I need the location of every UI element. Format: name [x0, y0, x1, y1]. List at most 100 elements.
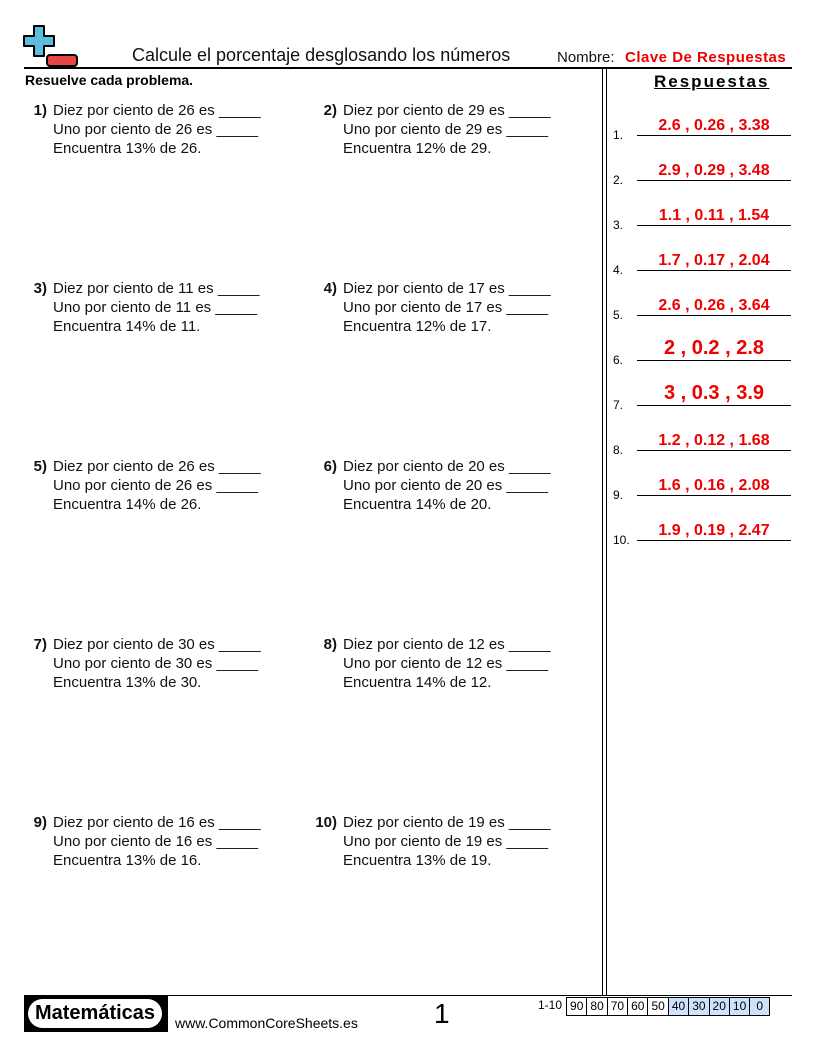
score-cell: 20 — [709, 997, 730, 1016]
answer-row: 2. 2.9 , 0.29 , 3.48 — [613, 162, 793, 187]
plus-minus-logo-icon — [23, 25, 78, 67]
problem-line: Encuentra 13% de 26. — [53, 140, 202, 157]
problem-number: 6) — [323, 458, 337, 475]
answer-row: 6. 2 , 0.2 , 2.8 — [613, 337, 793, 367]
problem-5: 5) Diez por ciento de 26 es _____ Uno po… — [34, 457, 261, 514]
problem-number: 5) — [33, 458, 47, 475]
column-divider — [606, 68, 607, 995]
problem-line: Encuentra 14% de 26. — [53, 496, 202, 513]
answer-row: 5. 2.6 , 0.26 , 3.64 — [613, 297, 793, 322]
answer-value: 1.9 , 0.19 , 2.47 — [637, 522, 791, 541]
problem-line: Encuentra 12% de 29. — [343, 140, 492, 157]
answer-number: 7. — [613, 398, 624, 412]
score-label: 1-10 — [538, 998, 563, 1012]
worksheet-title: Calcule el porcentaje desglosando los nú… — [132, 45, 511, 65]
problem-line: Encuentra 14% de 20. — [343, 496, 492, 513]
score-cell: 30 — [689, 997, 710, 1016]
brand-label: Matemáticas — [28, 999, 162, 1028]
problem-line: Diez por ciento de 26 es _____ — [53, 458, 261, 475]
problem-line: Encuentra 14% de 12. — [343, 674, 492, 691]
score-cell: 60 — [628, 997, 649, 1016]
problem-line: Encuentra 14% de 11. — [53, 318, 201, 335]
score-cell: 0 — [750, 997, 771, 1016]
problem-line: Uno por ciento de 17 es _____ — [343, 299, 549, 316]
problem-line: Diez por ciento de 19 es _____ — [343, 814, 551, 831]
answer-value: 1.2 , 0.12 , 1.68 — [637, 432, 791, 451]
answer-value: 1.7 , 0.17 , 2.04 — [637, 252, 791, 271]
problem-line: Uno por ciento de 12 es _____ — [343, 655, 549, 672]
problem-number: 7) — [33, 636, 47, 653]
problem-4: 4) Diez por ciento de 17 es _____ Uno po… — [324, 279, 551, 336]
problem-line: Uno por ciento de 16 es _____ — [53, 833, 259, 850]
score-table: 1-10 90 80 70 60 50 40 30 20 10 0 — [535, 997, 771, 1016]
answer-row: 7. 3 , 0.3 , 3.9 — [613, 382, 793, 412]
problem-line: Diez por ciento de 11 es _____ — [53, 280, 260, 297]
score-cell: 80 — [587, 997, 608, 1016]
column-divider — [602, 68, 603, 995]
score-cell: 40 — [668, 997, 690, 1016]
answer-number: 3. — [613, 218, 624, 232]
answer-row: 8. 1.2 , 0.12 , 1.68 — [613, 432, 793, 457]
problem-line: Uno por ciento de 19 es _____ — [343, 833, 549, 850]
answer-value: 1.6 , 0.16 , 2.08 — [637, 477, 791, 496]
problem-line: Uno por ciento de 30 es _____ — [53, 655, 259, 672]
problem-1: 1) Diez por ciento de 26 es _____ Uno po… — [34, 101, 261, 158]
problem-6: 6) Diez por ciento de 20 es _____ Uno po… — [324, 457, 551, 514]
site-url: www.CommonCoreSheets.es — [175, 1015, 358, 1031]
problem-2: 2) Diez por ciento de 29 es _____ Uno po… — [324, 101, 551, 158]
problem-line: Uno por ciento de 29 es _____ — [343, 121, 549, 138]
problem-line: Uno por ciento de 20 es _____ — [343, 477, 549, 494]
answer-row: 3. 1.1 , 0.11 , 1.54 — [613, 207, 793, 232]
answer-row: 10. 1.9 , 0.19 , 2.47 — [613, 522, 793, 547]
score-cell: 10 — [729, 997, 751, 1016]
answer-value: 1.1 , 0.11 , 1.54 — [637, 207, 791, 226]
problem-line: Diez por ciento de 20 es _____ — [343, 458, 551, 475]
problem-3: 3) Diez por ciento de 11 es _____ Uno po… — [34, 279, 260, 336]
problem-line: Encuentra 13% de 16. — [53, 852, 202, 869]
problem-7: 7) Diez por ciento de 30 es _____ Uno po… — [34, 635, 261, 692]
problem-number: 3) — [33, 280, 47, 297]
header-divider — [24, 67, 792, 69]
problem-line: Diez por ciento de 29 es _____ — [343, 102, 551, 119]
problem-line: Uno por ciento de 26 es _____ — [53, 477, 259, 494]
problem-line: Diez por ciento de 16 es _____ — [53, 814, 261, 831]
problem-number: 4) — [323, 280, 337, 297]
problem-line: Uno por ciento de 26 es _____ — [53, 121, 259, 138]
answer-value: 2 , 0.2 , 2.8 — [637, 337, 791, 361]
answer-number: 6. — [613, 353, 624, 367]
score-cell: 70 — [607, 997, 629, 1016]
answer-value: 2.9 , 0.29 , 3.48 — [637, 162, 791, 181]
answer-row: 4. 1.7 , 0.17 , 2.04 — [613, 252, 793, 277]
name-label: Nombre: — [557, 49, 615, 66]
problem-line: Diez por ciento de 26 es _____ — [53, 102, 261, 119]
problem-line: Diez por ciento de 17 es _____ — [343, 280, 551, 297]
answer-number: 2. — [613, 173, 624, 187]
problem-number: 9) — [33, 814, 47, 831]
answer-number: 9. — [613, 488, 624, 502]
answers-title: Respuestas — [654, 72, 770, 91]
answer-row: 9. 1.6 , 0.16 , 2.08 — [613, 477, 793, 502]
problem-line: Diez por ciento de 12 es _____ — [343, 636, 551, 653]
page-number: 1 — [434, 998, 450, 1029]
instructions: Resuelve cada problema. — [25, 72, 194, 88]
name-value: Clave De Respuestas — [625, 49, 787, 66]
problem-8: 8) Diez por ciento de 12 es _____ Uno po… — [324, 635, 551, 692]
problem-line: Encuentra 12% de 17. — [343, 318, 492, 335]
answer-value: 3 , 0.3 , 3.9 — [637, 382, 791, 406]
problem-line: Encuentra 13% de 19. — [343, 852, 492, 869]
answer-number: 8. — [613, 443, 624, 457]
answer-row: 1. 2.6 , 0.26 , 3.38 — [613, 117, 793, 142]
problem-line: Uno por ciento de 11 es _____ — [53, 299, 258, 316]
problem-number: 1) — [33, 102, 47, 119]
footer-divider — [24, 995, 792, 996]
answer-number: 4. — [613, 263, 624, 277]
problem-line: Encuentra 13% de 30. — [53, 674, 202, 691]
score-cell: 90 — [566, 997, 588, 1016]
answer-number: 1. — [613, 128, 624, 142]
answer-value: 2.6 , 0.26 , 3.38 — [637, 117, 791, 136]
score-cell: 50 — [648, 997, 669, 1016]
problem-number: 8) — [323, 636, 337, 653]
problem-9: 9) Diez por ciento de 16 es _____ Uno po… — [34, 813, 261, 870]
answer-number: 5. — [613, 308, 624, 322]
